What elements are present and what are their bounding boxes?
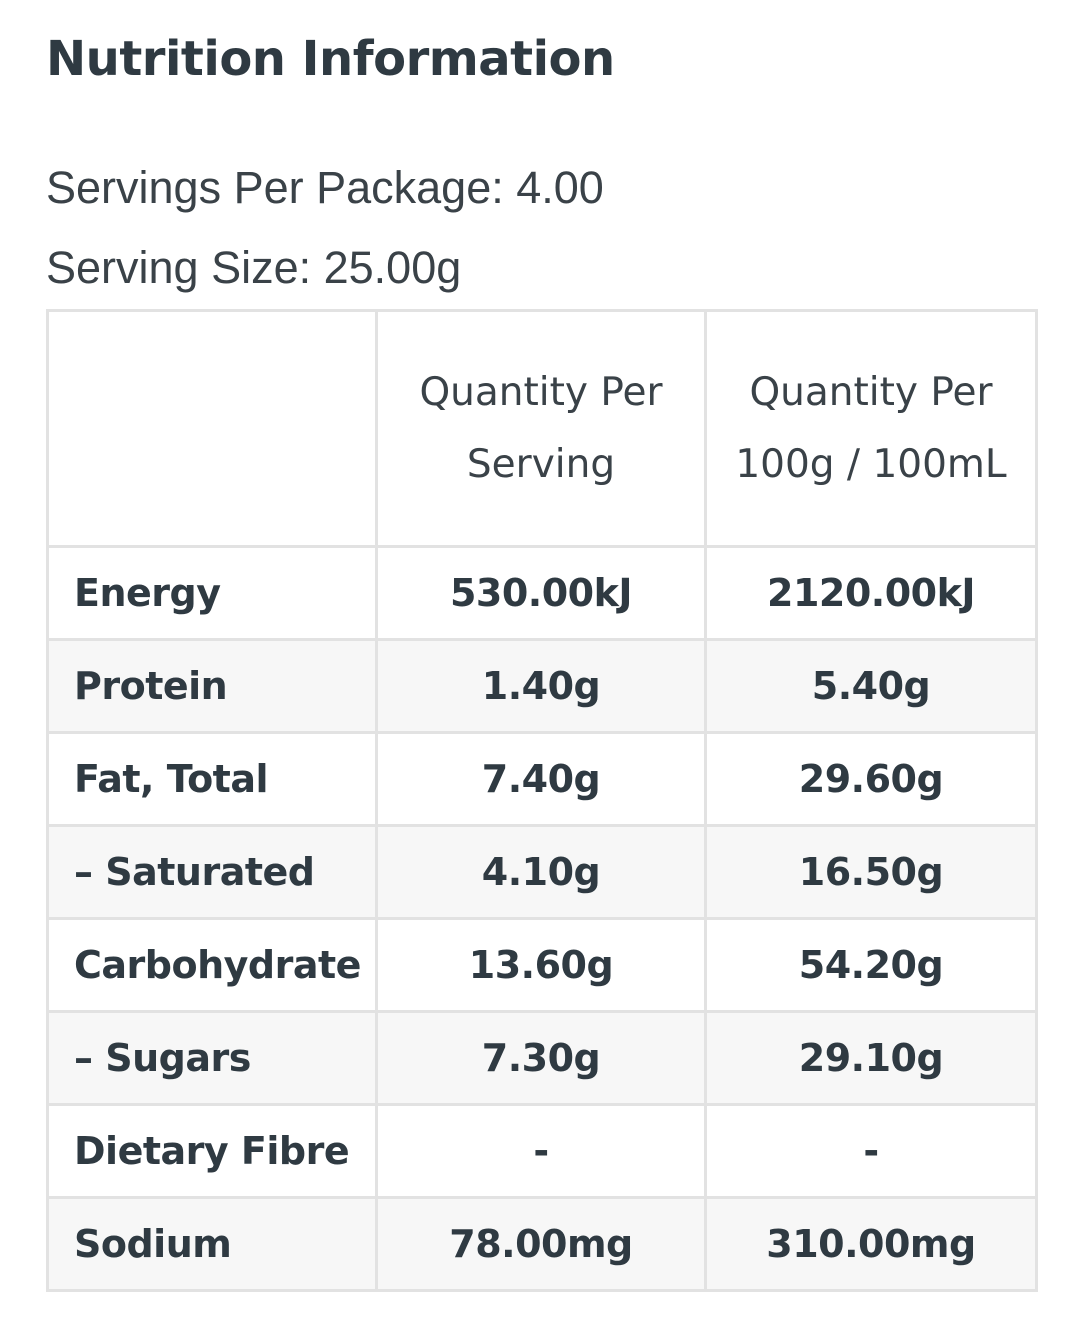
per-100-value: 16.50g xyxy=(704,824,1038,920)
nutrient-name: Fat, Total xyxy=(46,731,378,827)
table-row: Energy 530.00kJ 2120.00kJ xyxy=(46,545,1038,641)
table-row: Dietary Fibre - - xyxy=(46,1103,1038,1199)
serving-size: Serving Size: 25.00g xyxy=(46,242,462,293)
nutrient-name: Carbohydrate xyxy=(46,917,378,1013)
per-100-value: 5.40g xyxy=(704,638,1038,734)
nutrient-name: Sodium xyxy=(46,1196,378,1292)
table-row: – Saturated 4.10g 16.50g xyxy=(46,824,1038,920)
table-header-row: Quantity Per Serving Quantity Per 100g /… xyxy=(46,309,1038,548)
per-100-value: - xyxy=(704,1103,1038,1199)
header-per-100: Quantity Per 100g / 100mL xyxy=(704,309,1038,548)
per-100-value: 29.10g xyxy=(704,1010,1038,1106)
header-per-serving-label: Quantity Per Serving xyxy=(419,369,663,487)
per-serving-value: 78.00mg xyxy=(375,1196,707,1292)
header-per-serving: Quantity Per Serving xyxy=(375,309,707,548)
nutrient-name: – Saturated xyxy=(46,824,378,920)
page-title: Nutrition Information xyxy=(46,31,615,87)
per-serving-value: 7.40g xyxy=(375,731,707,827)
table-row: Carbohydrate 13.60g 54.20g xyxy=(46,917,1038,1013)
per-serving-value: 1.40g xyxy=(375,638,707,734)
nutrient-name: Energy xyxy=(46,545,378,641)
nutrient-name: – Sugars xyxy=(46,1010,378,1106)
per-100-value: 310.00mg xyxy=(704,1196,1038,1292)
per-100-value: 54.20g xyxy=(704,917,1038,1013)
table-row: – Sugars 7.30g 29.10g xyxy=(46,1010,1038,1106)
per-serving-value: 530.00kJ xyxy=(375,545,707,641)
per-100-value: 29.60g xyxy=(704,731,1038,827)
nutrition-table: Quantity Per Serving Quantity Per 100g /… xyxy=(46,309,1038,1292)
per-serving-value: - xyxy=(375,1103,707,1199)
header-name-cell xyxy=(46,309,378,548)
per-serving-value: 4.10g xyxy=(375,824,707,920)
table-row: Fat, Total 7.40g 29.60g xyxy=(46,731,1038,827)
per-serving-value: 13.60g xyxy=(375,917,707,1013)
per-serving-value: 7.30g xyxy=(375,1010,707,1106)
table-row: Sodium 78.00mg 310.00mg xyxy=(46,1196,1038,1292)
nutrient-name: Protein xyxy=(46,638,378,734)
table-row: Protein 1.40g 5.40g xyxy=(46,638,1038,734)
nutrient-name: Dietary Fibre xyxy=(46,1103,378,1199)
header-per-100-label: Quantity Per 100g / 100mL xyxy=(735,369,1007,487)
per-100-value: 2120.00kJ xyxy=(704,545,1038,641)
servings-per-package: Servings Per Package: 4.00 xyxy=(46,162,604,213)
